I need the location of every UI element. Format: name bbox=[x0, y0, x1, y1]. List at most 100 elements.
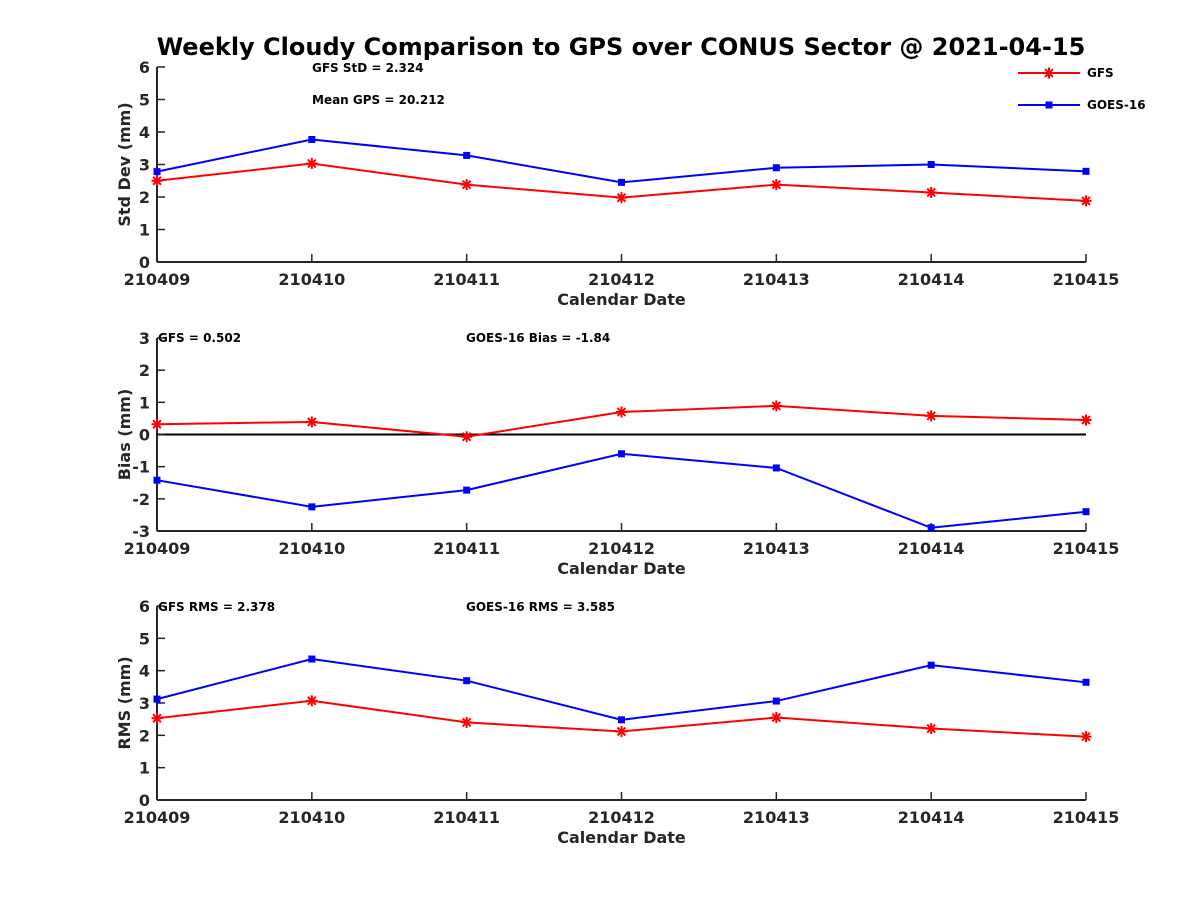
series-layer-std-dev bbox=[151, 135, 1092, 207]
legend-marker-gfs bbox=[1043, 67, 1055, 79]
x-tick-label: 210409 bbox=[124, 808, 191, 827]
data-point-gfs bbox=[306, 416, 318, 428]
data-point-goes-16 bbox=[308, 503, 316, 511]
y-tick-label: 4 bbox=[139, 662, 150, 681]
data-point-goes-16 bbox=[1082, 167, 1090, 175]
data-point-goes-16 bbox=[772, 464, 780, 472]
x-tick-label: 210415 bbox=[1053, 808, 1120, 827]
annotation-goes-bias: GOES-16 Bias = -1.84 bbox=[466, 331, 610, 345]
series-goes-16 bbox=[153, 135, 1090, 186]
y-tick-label: 3 bbox=[139, 694, 150, 713]
legend-item-goes-16: GOES-16 bbox=[1018, 98, 1146, 112]
x-tick-label: 210415 bbox=[1053, 270, 1120, 289]
data-point-goes-16 bbox=[618, 716, 625, 724]
data-point-gfs bbox=[306, 695, 318, 707]
annotation-gfs-rms: GFS RMS = 2.378 bbox=[158, 600, 275, 614]
y-tick-label: 0 bbox=[139, 791, 150, 810]
y-axis-label: Std Dev (mm) bbox=[115, 102, 134, 226]
y-tick-label: 5 bbox=[139, 629, 150, 648]
data-point-goes-16 bbox=[463, 677, 471, 685]
y-tick-label: 6 bbox=[139, 597, 150, 616]
series-line-goes-16 bbox=[156, 138, 1087, 184]
series-goes-16 bbox=[153, 655, 1090, 724]
legend: GFS GOES-16 bbox=[1018, 66, 1146, 112]
series-gfs bbox=[151, 400, 1092, 443]
x-tick-label: 210414 bbox=[898, 270, 965, 289]
data-point-goes-16 bbox=[463, 151, 471, 159]
x-tick-label: 210414 bbox=[898, 539, 965, 558]
series-gfs bbox=[151, 695, 1092, 743]
x-axis-label: Calendar Date bbox=[557, 559, 686, 578]
series-goes-16 bbox=[153, 450, 1090, 532]
x-tick-label: 210412 bbox=[588, 270, 655, 289]
y-tick-label: 4 bbox=[139, 123, 150, 142]
data-point-gfs bbox=[461, 431, 473, 443]
x-tick-label: 210409 bbox=[124, 270, 191, 289]
x-tick-label: 210415 bbox=[1053, 539, 1120, 558]
data-point-goes-16 bbox=[463, 486, 471, 494]
y-tick-label: 2 bbox=[139, 726, 150, 745]
axes-std-dev: 0 1 2 3 4 5 6 210409 210410 210411 210412 210413 210… bbox=[115, 58, 1119, 309]
y-tick-label: 5 bbox=[139, 91, 150, 110]
data-point-goes-16 bbox=[927, 161, 935, 168]
data-point-gfs bbox=[616, 725, 627, 737]
data-point-goes-16 bbox=[1082, 678, 1090, 686]
data-point-goes-16 bbox=[772, 164, 780, 172]
annotation-mean-gps: Mean GPS = 20.212 bbox=[312, 93, 445, 107]
data-point-gfs bbox=[461, 716, 473, 728]
x-tick-label: 210412 bbox=[588, 539, 655, 558]
annotation-goes-rms: GOES-16 RMS = 3.585 bbox=[466, 600, 615, 614]
series-gfs bbox=[151, 158, 1092, 207]
x-tick-label: 210410 bbox=[278, 539, 345, 558]
legend-label-goes-16: GOES-16 bbox=[1087, 98, 1146, 112]
data-point-gfs bbox=[925, 186, 937, 198]
x-tick-label: 210413 bbox=[743, 539, 810, 558]
x-axis-label: Calendar Date bbox=[557, 828, 686, 847]
x-axis-label: Calendar Date bbox=[557, 290, 686, 309]
x-tick-label: 210414 bbox=[898, 808, 965, 827]
x-tick-label: 210411 bbox=[433, 808, 500, 827]
data-point-gfs bbox=[151, 175, 163, 187]
chart-title: Weekly Cloudy Comparison to GPS over CON… bbox=[157, 33, 1086, 61]
data-point-goes-16 bbox=[618, 178, 625, 186]
panel-rms: 0 1 2 3 4 5 6 210409 210410 210411 210412 210413 210… bbox=[115, 597, 1119, 847]
y-tick-label: 6 bbox=[139, 58, 150, 77]
series-layer-rms bbox=[151, 655, 1092, 743]
y-axis-label: Bias (mm) bbox=[115, 389, 134, 481]
series-line-goes-16 bbox=[156, 658, 1087, 721]
y-tick-label: 0 bbox=[139, 426, 150, 445]
data-point-gfs bbox=[151, 712, 163, 724]
annotation-gfs-std: GFS StD = 2.324 bbox=[312, 61, 424, 75]
data-point-gfs bbox=[925, 410, 937, 422]
y-tick-label: -2 bbox=[132, 490, 150, 509]
data-point-gfs bbox=[1080, 195, 1092, 207]
x-tick-label: 210409 bbox=[124, 539, 191, 558]
series-layer-bias bbox=[151, 400, 1092, 532]
legend-marker-goes-16 bbox=[1045, 101, 1053, 109]
y-tick-label: 2 bbox=[139, 361, 150, 380]
data-point-goes-16 bbox=[153, 476, 161, 484]
data-point-goes-16 bbox=[1082, 508, 1090, 516]
annotation-gfs-bias: GFS = 0.502 bbox=[158, 331, 241, 345]
y-tick-label: 1 bbox=[139, 221, 150, 240]
series-line-goes-16 bbox=[156, 452, 1087, 529]
axes-bias: -3 -2 -1 0 1 2 3 210409 210410 210411 210412 210413… bbox=[115, 329, 1119, 578]
data-point-goes-16 bbox=[618, 450, 625, 458]
data-point-goes-16 bbox=[927, 524, 935, 532]
y-tick-label: 2 bbox=[139, 188, 150, 207]
y-tick-label: 3 bbox=[139, 156, 150, 175]
y-tick-label: -3 bbox=[132, 522, 150, 541]
axes-rms: 0 1 2 3 4 5 6 210409 210410 210411 210412 210413 210… bbox=[115, 597, 1119, 847]
y-axis-label: RMS (mm) bbox=[115, 656, 134, 749]
data-point-gfs bbox=[616, 192, 627, 204]
panel-bias: -3 -2 -1 0 1 2 3 210409 210410 210411 210412 210413… bbox=[115, 329, 1119, 578]
y-tick-label: 1 bbox=[139, 759, 150, 778]
x-tick-label: 210413 bbox=[743, 808, 810, 827]
data-point-gfs bbox=[461, 179, 473, 191]
data-point-goes-16 bbox=[153, 168, 161, 176]
legend-marker-gfs bbox=[1043, 67, 1055, 79]
data-point-gfs bbox=[925, 723, 937, 735]
legend-item-gfs: GFS bbox=[1018, 66, 1114, 80]
data-point-goes-16 bbox=[308, 655, 316, 663]
